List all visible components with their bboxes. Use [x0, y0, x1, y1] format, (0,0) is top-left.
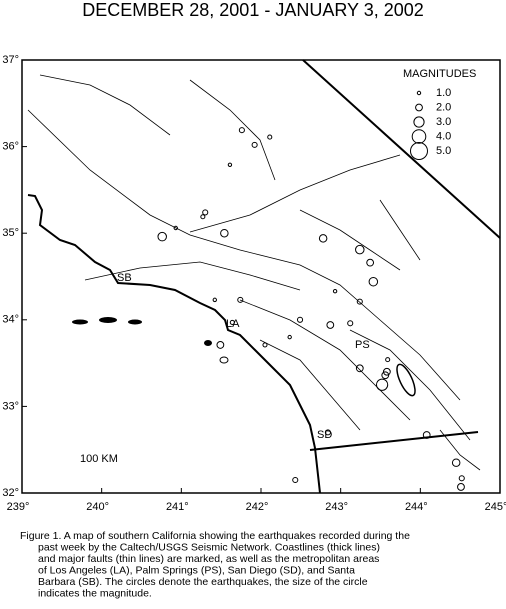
place-label: SD	[317, 429, 332, 441]
earthquake	[324, 429, 331, 436]
earthquake	[385, 357, 391, 363]
x-tick-label: 244°	[405, 501, 428, 513]
fault	[27, 109, 461, 401]
earthquake	[202, 209, 209, 216]
fault	[439, 429, 481, 471]
earthquake	[238, 127, 245, 134]
island	[219, 356, 229, 364]
legend-label: 1.0	[436, 87, 451, 99]
coastline	[27, 194, 321, 494]
y-tick-label: 37°	[2, 54, 19, 66]
y-tick-label: 34°	[2, 314, 19, 326]
fault	[189, 154, 401, 233]
earthquake	[355, 364, 364, 373]
earthquake	[332, 289, 338, 294]
y-tick-label: 32°	[2, 487, 19, 499]
legend-circle	[410, 142, 428, 160]
caption-line: Barbara (SB). The circles denote the ear…	[38, 576, 368, 588]
earthquake	[422, 431, 431, 439]
place-label: PS	[355, 339, 370, 351]
earthquake	[212, 297, 217, 303]
map-frame	[21, 59, 501, 494]
earthquake	[381, 371, 390, 380]
earthquake	[227, 162, 233, 167]
island	[128, 319, 142, 325]
earthquake	[292, 476, 299, 484]
caption-line: indicates the magnitude.	[38, 587, 152, 599]
earthquake	[220, 228, 229, 238]
earthquake	[237, 296, 244, 303]
legend-label: 4.0	[436, 130, 451, 142]
fault	[189, 79, 276, 181]
legend-circle	[411, 129, 427, 144]
earthquake	[262, 342, 268, 348]
earthquake	[355, 244, 365, 255]
earthquake	[296, 316, 304, 323]
legend-circle	[416, 90, 422, 96]
earthquake	[157, 231, 167, 242]
earthquake	[326, 321, 335, 329]
scale-label: 100 KM	[80, 453, 118, 465]
earthquake	[216, 341, 225, 349]
state-border	[302, 59, 501, 239]
caption-line: Figure 1. A map of southern California s…	[20, 530, 410, 542]
caption-line: of Los Angeles (LA), Palm Springs (PS), …	[38, 564, 355, 576]
y-tick-label: 33°	[2, 400, 19, 412]
earthquake	[347, 320, 354, 327]
earthquake	[200, 214, 206, 220]
salton-sea	[396, 363, 416, 397]
earthquake	[251, 141, 258, 148]
earthquake	[356, 298, 363, 305]
earthquake	[318, 234, 328, 243]
earthquake	[368, 276, 379, 287]
earthquake	[229, 319, 235, 325]
mexico-border	[309, 431, 479, 451]
fault	[239, 299, 411, 421]
legend-label: 2.0	[436, 101, 451, 113]
x-tick-label: 245°	[485, 501, 506, 513]
map-lines	[27, 59, 501, 494]
fault	[84, 261, 301, 291]
legend-circle	[413, 116, 425, 128]
title: DECEMBER 28, 2001 - JANUARY 3, 2002	[82, 0, 424, 20]
island	[204, 340, 212, 346]
fault	[299, 209, 401, 271]
earthquake	[375, 378, 389, 391]
earthquake	[366, 258, 375, 267]
x-tick-label: 240°	[86, 501, 109, 513]
legend-circle	[415, 103, 423, 112]
island	[72, 319, 88, 325]
caption: Figure 1. A map of southern California s…	[20, 530, 410, 600]
island	[99, 317, 117, 323]
earthquake	[382, 367, 391, 376]
y-tick-label: 35°	[2, 227, 19, 239]
earthquake	[267, 134, 273, 140]
caption-line: past week by the Caltech/USGS Seismic Ne…	[38, 541, 380, 553]
x-tick-label: 243°	[325, 501, 348, 513]
earthquake	[173, 225, 178, 231]
fault	[259, 339, 361, 431]
earthquake	[451, 458, 461, 467]
x-tick-label: 241°	[166, 501, 189, 513]
legend-label: 3.0	[436, 116, 451, 128]
fault	[349, 329, 471, 441]
earthquake	[287, 334, 292, 340]
earthquake	[457, 483, 465, 491]
fault	[39, 74, 171, 136]
x-tick-label: 242°	[246, 501, 269, 513]
place-label: SB	[117, 272, 132, 284]
caption-line: and major faults (thin lines) are marked…	[38, 553, 379, 565]
legend-title: MAGNITUDES	[403, 68, 476, 80]
earthquake	[458, 475, 465, 482]
y-tick-label: 36°	[2, 141, 19, 153]
legend-label: 5.0	[436, 145, 451, 157]
fault	[379, 199, 421, 261]
x-tick-label: 239°	[7, 501, 30, 513]
